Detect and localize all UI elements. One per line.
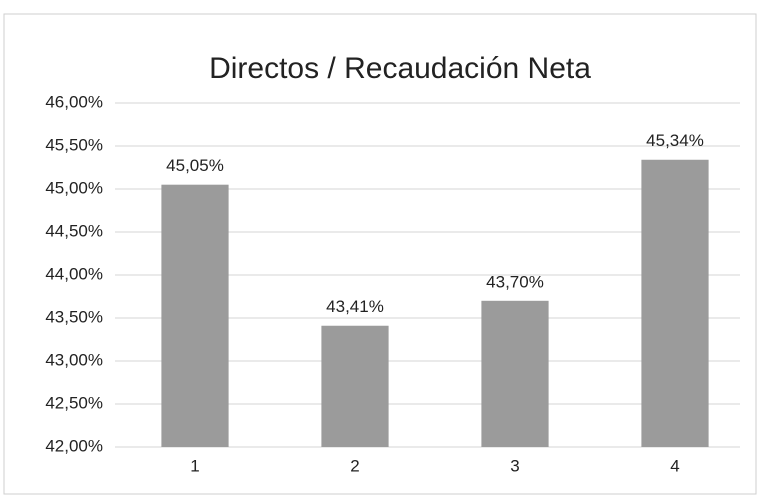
chart-frame [3,13,757,495]
chart-title: Directos / Recaudación Neta [209,52,591,85]
data-label: 45,05% [166,156,224,175]
y-tick-label: 44,50% [45,221,103,240]
x-tick-label: 2 [350,456,359,475]
data-label: 43,70% [486,272,544,291]
y-tick-label: 42,50% [45,393,103,412]
x-tick-label: 3 [510,456,519,475]
data-label: 43,41% [326,297,384,316]
y-tick-label: 45,00% [45,178,103,197]
y-tick-label: 44,00% [45,264,103,283]
y-tick-label: 46,00% [45,92,103,111]
bar [641,159,709,447]
y-tick-label: 43,00% [45,350,103,369]
bar [321,325,389,447]
y-tick-label: 42,00% [45,436,103,455]
data-label: 45,34% [646,131,704,150]
bar [161,184,229,447]
x-tick-label: 4 [670,456,679,475]
bar [481,300,549,447]
x-tick-label: 1 [190,456,199,475]
y-tick-label: 45,50% [45,135,103,154]
y-tick-label: 43,50% [45,307,103,326]
